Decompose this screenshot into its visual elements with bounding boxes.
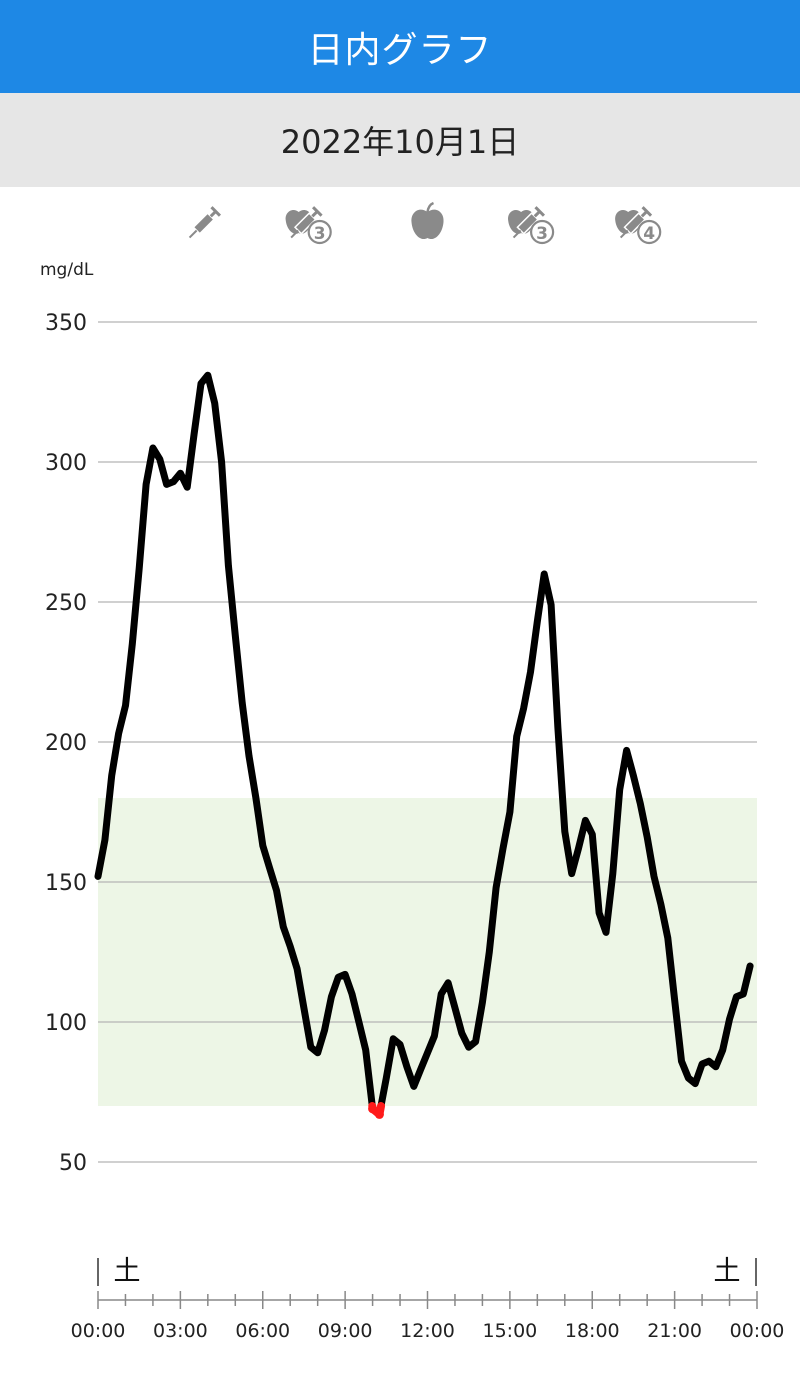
y-tick-label: 150 [45, 871, 87, 896]
glucose-series-line [94, 371, 754, 1118]
y-tick-label: 100 [45, 1011, 87, 1036]
page-title: 日内グラフ [307, 29, 493, 71]
y-tick-label: 250 [45, 591, 87, 616]
day-label-end: 土 [714, 1256, 741, 1287]
y-tick-label: 200 [45, 731, 87, 756]
event-count-badge: 4 [643, 224, 655, 244]
apple-icon[interactable] [411, 201, 444, 240]
insulin-syringe-icon[interactable] [185, 206, 222, 242]
event-count-badge: 3 [314, 224, 326, 244]
x-tick-label: 00:00 [730, 1320, 785, 1342]
glucose-line-chart: 350 300 250 200 150 100 50 3 3 4 土 土 00:00 03:00 06:00… [45, 201, 785, 1342]
meal-insulin-icon[interactable]: 3 [508, 206, 555, 245]
day-label-start: 土 [114, 1256, 141, 1287]
low-glucose-point [374, 1109, 384, 1119]
x-tick-label: 21:00 [647, 1320, 702, 1342]
low-glucose-point [368, 1104, 378, 1114]
x-tick-label: 03:00 [153, 1320, 208, 1342]
y-tick-label: 350 [45, 311, 87, 336]
y-axis-unit: mg/dL [40, 260, 94, 280]
y-tick-label: 50 [59, 1151, 87, 1176]
x-tick-label: 12:00 [400, 1320, 455, 1342]
y-tick-label: 300 [45, 451, 87, 476]
date-label: 2022年10月1日 [280, 123, 520, 161]
meal-insulin-icon[interactable]: 4 [615, 206, 662, 245]
date-bar[interactable]: 2022年10月1日 [0, 93, 800, 187]
app-header: 日内グラフ [0, 0, 800, 93]
x-tick-label: 00:00 [71, 1320, 126, 1342]
x-tick-label: 09:00 [318, 1320, 373, 1342]
event-count-badge: 3 [536, 224, 548, 244]
x-tick-label: 15:00 [482, 1320, 537, 1342]
x-tick-label: 18:00 [565, 1320, 620, 1342]
x-tick-label: 06:00 [235, 1320, 290, 1342]
meal-insulin-icon[interactable]: 3 [285, 206, 332, 245]
